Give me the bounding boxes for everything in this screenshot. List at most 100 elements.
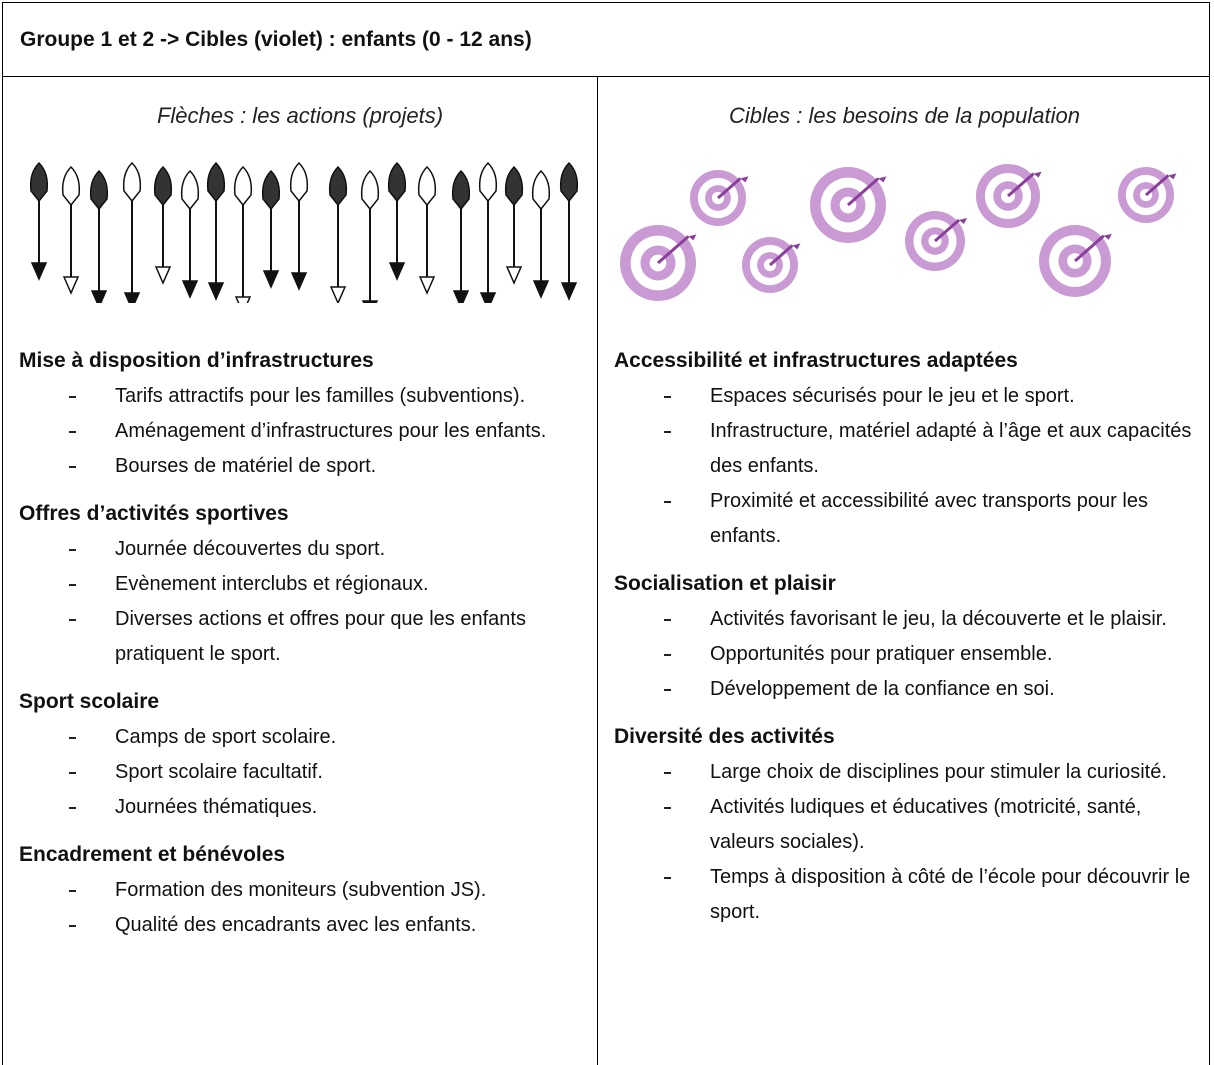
target — [1118, 167, 1177, 223]
list-item: Sport scolaire facultatif. — [19, 755, 589, 790]
dart — [1007, 172, 1035, 198]
section-heading: Accessibilité et infrastructures adaptée… — [614, 349, 1018, 372]
bullet-dash — [664, 654, 671, 656]
arrow-feather — [531, 169, 551, 211]
table-title: Groupe 1 et 2 -> Cibles (violet) : enfan… — [3, 3, 1209, 77]
list-item: Espaces sécurisés pour le jeu et le spor… — [614, 379, 1203, 414]
target — [1039, 225, 1112, 297]
section: Sport scolaire Camps de sport scolaire. Sp… — [19, 684, 589, 825]
column-caption: Cibles : les besoins de la population — [728, 103, 1080, 128]
bullet-dash — [664, 501, 671, 503]
dart — [847, 177, 880, 207]
dart — [717, 177, 742, 200]
target — [690, 170, 749, 226]
target — [810, 167, 887, 243]
bullet-dash — [664, 772, 671, 774]
list-item: Aménagement d’infrastructures pour les e… — [19, 414, 589, 449]
bullet-dash — [69, 619, 76, 621]
arrow — [122, 161, 142, 303]
arrow — [451, 169, 471, 303]
arrow-feather — [180, 169, 200, 211]
list-item: Qualité des encadrants avec les enfants. — [19, 908, 589, 943]
list-item: Temps à disposition à côté de l’école po… — [614, 860, 1203, 930]
list-item: Camps de sport scolaire. — [19, 720, 589, 755]
arrow-head — [361, 300, 379, 303]
arrow-head — [418, 276, 436, 295]
arrow-feather — [417, 165, 437, 207]
list-item: Tarifs attractifs pour les familles (sub… — [19, 379, 589, 414]
section-heading: Socialisation et plaisir — [614, 572, 836, 595]
arrow-feather — [360, 169, 380, 211]
list-item: Activités ludiques et éducatives (motric… — [614, 790, 1203, 860]
arrow — [233, 165, 253, 303]
arrow-feather — [504, 165, 524, 207]
bullet-dash — [664, 431, 671, 433]
arrow-head — [62, 276, 80, 295]
arrow-feather — [122, 161, 142, 203]
dart-fletch — [688, 234, 697, 241]
arrow-feather — [29, 161, 49, 203]
section: Accessibilité et infrastructures adaptée… — [614, 343, 1203, 554]
section: Diversité des activités Large choix de di… — [614, 719, 1203, 930]
dart-fletch — [878, 176, 887, 183]
arrow — [478, 161, 498, 303]
arrow-feather — [61, 165, 81, 207]
arrow-head — [207, 282, 225, 301]
arrow-head — [290, 272, 308, 291]
dart-fletch — [792, 243, 801, 250]
dart-fletch — [959, 218, 967, 224]
arrow-feather — [153, 165, 173, 207]
column: Cibles : les besoins de la population Ac… — [598, 77, 1211, 1065]
dart-fletch — [1033, 171, 1042, 178]
section: Offres d’activités sportives Journée déco… — [19, 496, 589, 672]
arrow — [559, 161, 579, 301]
list-item: Activités favorisant le jeu, la découver… — [614, 602, 1203, 637]
column-caption: Flèches : les actions (projets) — [156, 103, 444, 128]
arrow-head — [329, 286, 347, 303]
arrow-head — [262, 270, 280, 289]
dart — [934, 218, 960, 243]
bullet-dash — [664, 619, 671, 621]
bullet-dash — [664, 807, 671, 809]
list-item: Infrastructure, matériel adapté à l’âge … — [614, 414, 1203, 484]
arrow-head — [181, 280, 199, 299]
arrow — [289, 161, 309, 291]
arrow — [180, 169, 200, 299]
bullet-dash — [69, 396, 76, 398]
bullet-dash — [664, 689, 671, 691]
section-heading: Diversité des activités — [614, 725, 835, 748]
list-item: Evènement interclubs et régionaux. — [19, 567, 589, 602]
arrow-head — [123, 292, 141, 303]
bullet-dash — [69, 466, 76, 468]
arrow — [261, 169, 281, 289]
arrow-head — [388, 262, 406, 281]
arrow — [387, 161, 407, 281]
bullet-dash — [69, 737, 76, 739]
bullet-dash — [69, 890, 76, 892]
list-item: Opportunités pour pratiquer ensemble. — [614, 637, 1203, 672]
list-item: Développement de la confiance en soi. — [614, 672, 1203, 707]
bullet-dash — [69, 584, 76, 586]
arrow — [360, 169, 380, 303]
arrow-feather — [559, 161, 579, 203]
list-item: Diverses actions et offres pour que les … — [19, 602, 589, 672]
column-body: Mise à disposition d’infrastructures Tari… — [19, 343, 589, 955]
arrow — [89, 169, 109, 303]
target — [976, 164, 1042, 228]
arrows-illustration — [29, 161, 579, 303]
dart — [769, 244, 794, 267]
dart-fletch — [740, 176, 749, 183]
column: Flèches : les actions (projets) Mise à d… — [3, 77, 598, 1065]
dart — [657, 235, 690, 265]
target — [905, 211, 967, 271]
bullet-dash — [664, 396, 671, 398]
section-heading: Mise à disposition d’infrastructures — [19, 349, 374, 372]
arrow-head — [560, 282, 578, 301]
arrow-head — [30, 262, 48, 281]
dart-fletch — [1168, 173, 1177, 180]
targets-illustration — [620, 164, 1177, 301]
bullet-dash — [69, 772, 76, 774]
list-item: Large choix de disciplines pour stimuler… — [614, 755, 1203, 790]
dart-fletch — [1103, 233, 1112, 240]
